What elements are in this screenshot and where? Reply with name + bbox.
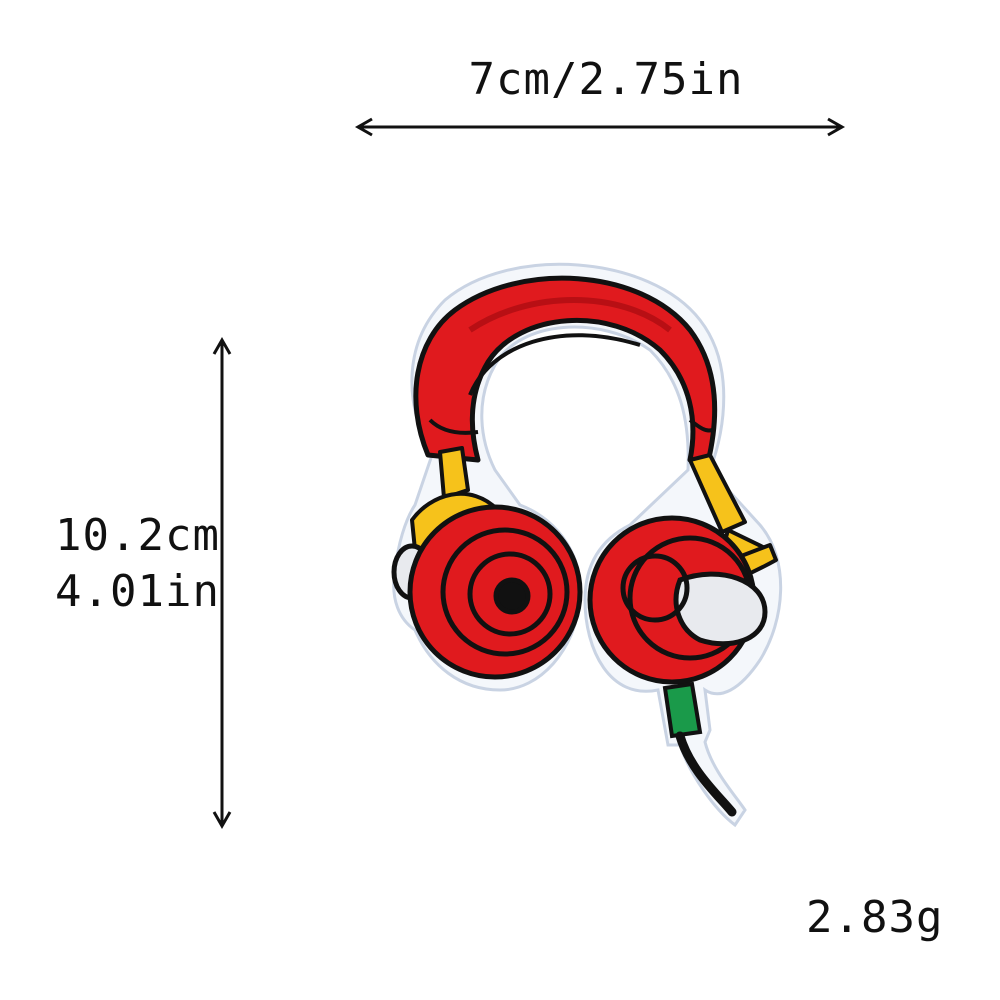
left-ear-cup (391, 504, 583, 680)
weight-label: 2.83g (806, 892, 944, 943)
right-ear-cup (587, 515, 768, 685)
cable-jack (662, 681, 737, 817)
width-dimension-label: 7cm/2.75in (468, 54, 744, 105)
width-arrow (354, 117, 846, 137)
height-cm-label: 10.2cm (55, 510, 220, 561)
height-arrow (212, 336, 232, 830)
height-in-label: 4.01in (55, 566, 220, 617)
